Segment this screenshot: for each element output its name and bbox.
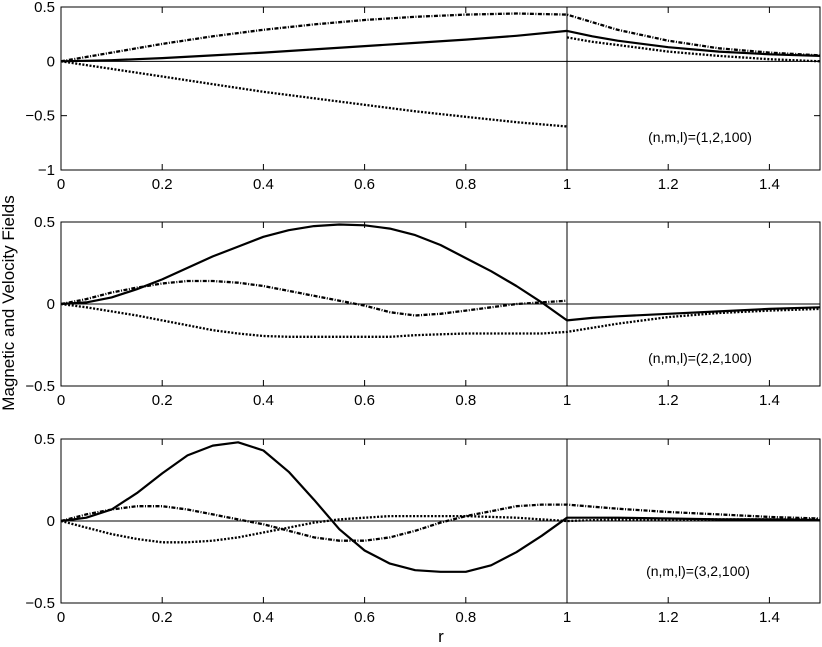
x-tick-label: 0 [57, 176, 65, 193]
x-tick-label: 1 [563, 392, 571, 409]
x-tick-label: 0.6 [354, 176, 375, 193]
series-solid-1 [60, 29, 821, 63]
y-tick-label: −0.5 [25, 595, 55, 612]
series-dotted-3 [60, 60, 568, 128]
y-tick-label: −1 [38, 162, 55, 179]
series-dashdot-2 [60, 503, 821, 542]
y-tick-label: −0.5 [25, 108, 55, 125]
y-tick-label: 0 [47, 53, 55, 70]
x-axis-title: r [438, 627, 444, 646]
x-tick-label: 0.2 [152, 392, 173, 409]
x-tick-label: 0.6 [354, 392, 375, 409]
series-dashdot-2 [60, 279, 568, 317]
x-tick-label: 1.2 [658, 392, 679, 409]
x-tick-label: 0.6 [354, 609, 375, 626]
series-dashdot-2 [60, 12, 821, 63]
y-tick-label: 0.5 [34, 214, 55, 231]
series-solid-1 [60, 223, 821, 322]
x-tick-label: 0.4 [253, 176, 274, 193]
y-axis-title: Magnetic and Velocity Fields [0, 195, 18, 410]
x-tick-label: 1.4 [759, 176, 780, 193]
x-tick-label: 1.4 [759, 392, 780, 409]
y-tick-label: 0.5 [34, 431, 55, 448]
panel-1: 0 0.2 0.4 0.6 0.8 1 1.2 1.4 0.5 0 −0.5 −1 (n,m,l)=(1… [25, 0, 821, 193]
panel-2: 0 0.2 0.4 0.6 0.8 1 1.2 1.40.50−0.5(n,m,l)=(2,2… [25, 214, 821, 409]
x-tick-label: 0.8 [455, 392, 476, 409]
x-tick-label: 0.2 [152, 609, 173, 626]
y-tick-label: 0.5 [34, 0, 55, 16]
panel-3: 0 0.2 0.4 0.6 0.8 1 1.2 1.40.50−0.5(n,m,l)=(3,2… [25, 431, 821, 626]
x-tick-label: 1 [563, 176, 571, 193]
x-tick-label: 0.4 [253, 392, 274, 409]
panels: 0 0.2 0.4 0.6 0.8 1 1.2 1.40.50−0.5−1(n,m,l)=(1… [25, 0, 821, 626]
x-tick-label: 0.4 [253, 609, 274, 626]
series-dotted-4 [566, 36, 821, 63]
x-tick-label: 1.2 [658, 609, 679, 626]
x-tick-label: 1 [563, 609, 571, 626]
x-tick-label: 0.8 [455, 176, 476, 193]
series-dotted-3 [60, 514, 820, 544]
y-tick-label: 0 [47, 513, 55, 530]
mode-annotation: (n,m,l)=(2,2,100) [648, 350, 752, 366]
x-tick-label: 0.8 [455, 609, 476, 626]
mode-annotation: (n,m,l)=(3,2,100) [646, 563, 750, 579]
x-tick-label: 1.2 [658, 176, 679, 193]
plot-frame [60, 6, 821, 171]
mode-annotation: (n,m,l)=(1,2,100) [648, 129, 752, 145]
x-tick-label: 1.4 [759, 609, 780, 626]
x-tick-label: 0 [57, 609, 65, 626]
x-tick-label: 0.2 [152, 176, 173, 193]
y-tick-label: 0 [47, 296, 55, 313]
series-solid-1 [60, 441, 821, 573]
x-tick-label: 0 [57, 392, 65, 409]
y-tick-label: −0.5 [25, 378, 55, 395]
series-dotted-3 [60, 302, 821, 338]
